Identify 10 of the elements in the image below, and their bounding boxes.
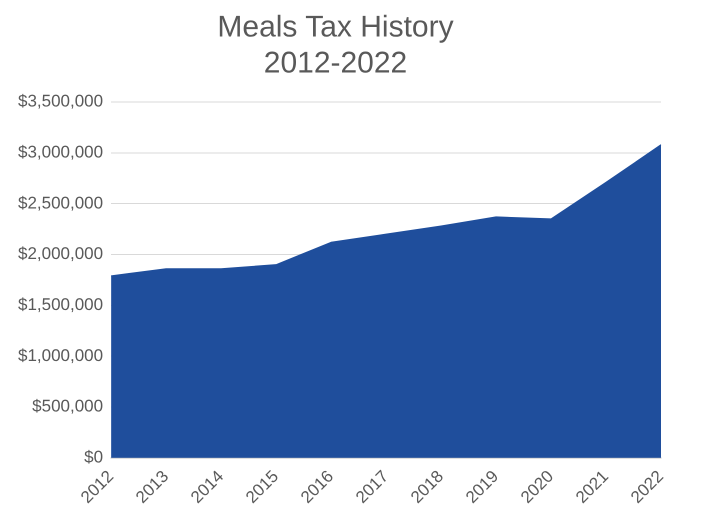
y-tick-label: $500,000 <box>32 396 104 416</box>
y-tick-label: $1,000,000 <box>18 346 104 365</box>
y-tick-label: $2,000,000 <box>18 244 104 264</box>
y-tick-label: $3,000,000 <box>18 142 104 162</box>
text: 2012-2022 <box>264 46 408 80</box>
y-tick-label: $1,500,000 <box>18 295 104 314</box>
y-tick-label: $3,500,000 <box>18 92 104 111</box>
y-tick-label: $2,500,000 <box>18 193 104 212</box>
y-tick-label: $0 <box>84 448 104 467</box>
text: Meals Tax History <box>217 10 454 44</box>
